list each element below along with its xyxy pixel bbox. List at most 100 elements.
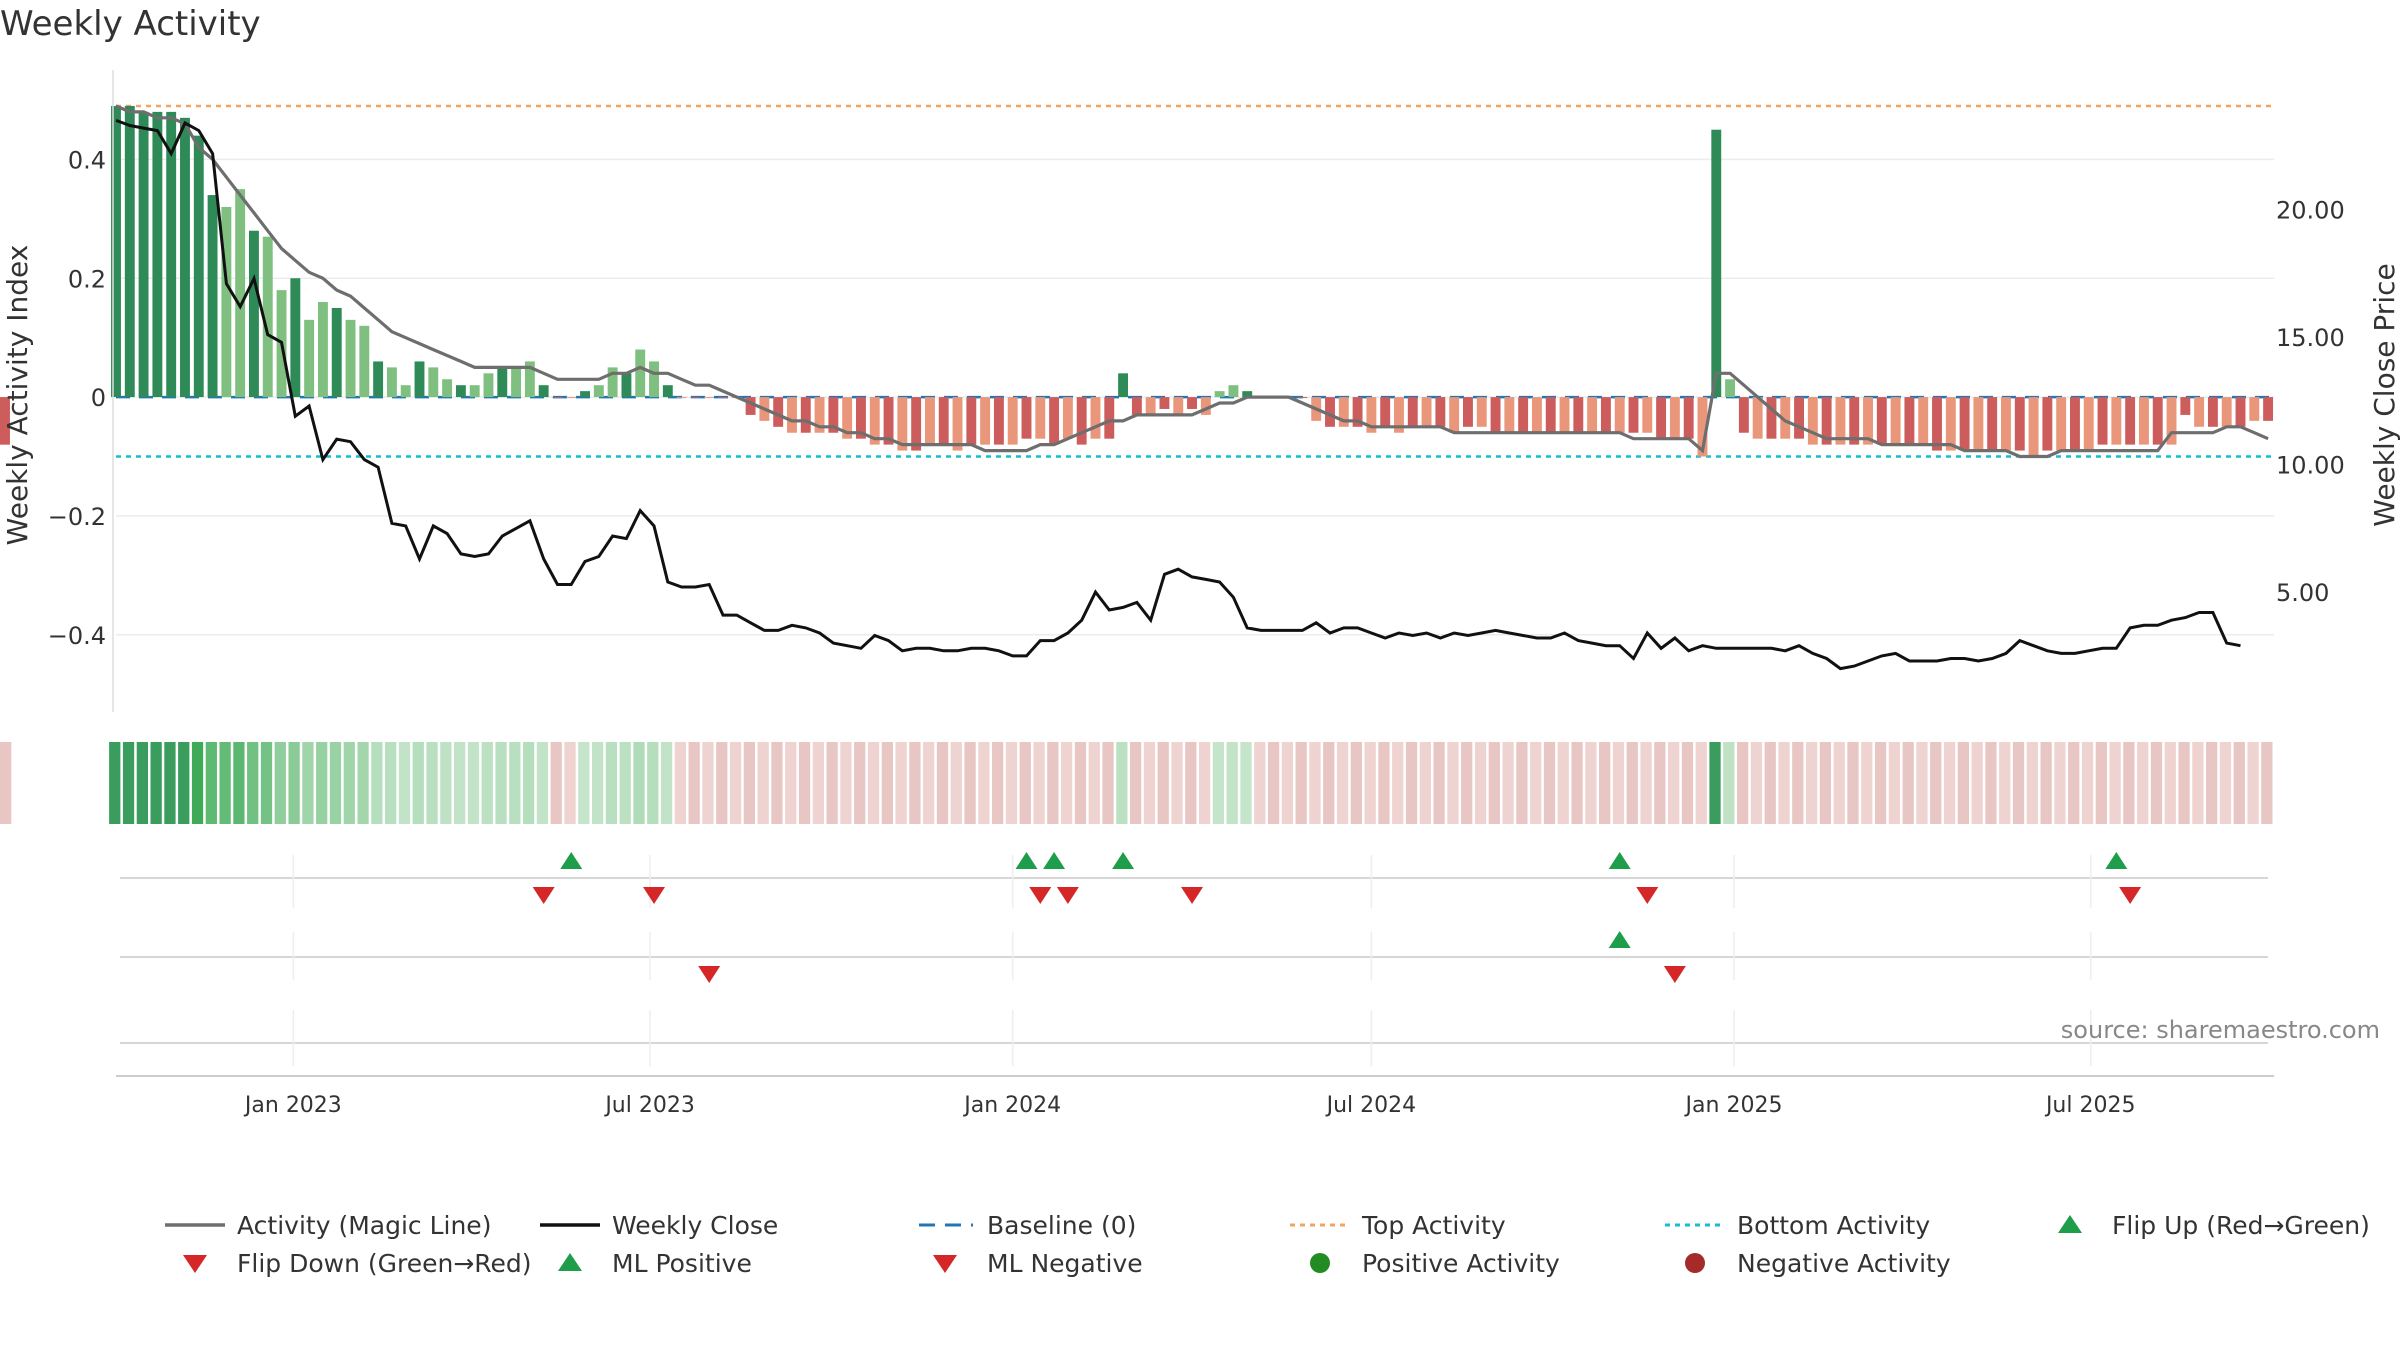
heat-strip-cell [2233,742,2245,824]
y-axis-label-left: Weekly Activity Index [1,245,34,546]
activity-bar [1904,397,1915,445]
activity-bar [1407,397,1418,427]
y-tick-label: 0.2 [68,265,106,293]
activity-bar [1890,397,1901,445]
activity-bar [1642,397,1653,433]
y-right-tick-label: 15.00 [2276,324,2345,352]
series-lines [115,104,2269,671]
activity-bar [580,391,590,398]
heat-strip-cell [1005,742,1018,824]
heat-strip-cell [1723,742,1735,824]
heat-strip-cell [2261,742,2273,824]
flip-down-marker [2119,887,2142,904]
heat-strip-cell [2026,742,2038,824]
activity-bar [745,397,756,415]
activity-bar [2194,397,2205,427]
heat-strip-cell [978,742,990,824]
activity-bar [1973,397,1984,451]
legend: Activity (Magic Line) Weekly Close Baselin… [165,1211,2370,1278]
legend-label: ML Positive [612,1249,752,1278]
activity-bar [842,397,853,439]
activity-bar [483,373,494,398]
activity-bar [2001,397,2011,451]
heat-strip-cell [178,742,190,824]
activity-bar [1131,397,1142,415]
activity-bar [1338,397,1349,427]
heat-strip-cell [467,742,480,824]
y-tick-label: −0.4 [48,622,106,650]
heat-strip-cell [1750,742,1763,824]
heat-strip-cell [1530,742,1542,824]
heat-strip-cell [274,742,286,824]
activity-bar [704,397,715,399]
x-tick-label: Jan 2025 [1684,1093,1783,1118]
activity-bar [1435,397,1446,427]
heat-strip-cell [936,742,949,824]
heat-strip-cell [1654,742,1666,824]
activity-bar [1614,397,1625,433]
activity-bar [1876,397,1887,445]
flip-up-marker [1112,852,1135,869]
activity-bar [290,278,301,398]
heat-strip-cell [909,742,921,824]
activity-bar [2152,397,2163,445]
activity-bar [1062,397,1073,439]
legend-label: Bottom Activity [1737,1211,1930,1240]
legend-swatch-triangle-up [2058,1215,2082,1233]
activity-bar [649,361,659,398]
activity-bar [621,373,632,398]
activity-bar [2028,397,2039,457]
activity-bar [1449,397,1460,433]
heat-strip-cell [1681,742,1694,824]
heat-strip-cell [1309,742,1321,824]
activity-bar [1545,397,1556,433]
activity-bar [676,397,687,399]
activity-bar [442,379,453,398]
heat-strip-cell [1585,742,1597,824]
activity-bar [166,111,177,398]
y-tick-label: 0 [91,384,106,412]
flip-up-marker [1043,852,1066,869]
heat-strip-cell [2054,742,2066,824]
activity-bar [690,397,701,399]
x-tick-label: Jul 2025 [2044,1093,2136,1118]
heat-strip-cell [674,742,687,824]
heat-strip-cell [1364,742,1376,824]
activity-bar [1090,397,1101,439]
heat-strip-cell [1474,742,1487,824]
heat-strip-cell [1626,742,1638,824]
activity-bar [980,397,991,445]
heat-strip-cell [757,742,769,824]
heat-strip-cell [2164,742,2176,824]
activity-bar [1697,397,1708,457]
activity-bar [1394,397,1404,433]
activity-bar [1476,397,1487,427]
heat-strip-cell [1143,742,1156,824]
magic-line [115,104,2269,459]
heat-strip-cell [1792,742,1804,824]
legend-label: Weekly Close [612,1211,778,1240]
legend-label: Negative Activity [1737,1249,1951,1278]
activity-bar [2097,397,2108,445]
axes: 0.4 0.2 0 −0.2 −0.4 20.00 15.00 10.00 5.00 [48,70,2345,712]
heat-strip-cell [2247,742,2259,824]
activity-bar [1463,397,1473,427]
heat-strip-cell [1336,742,1349,824]
heat-strip-cell [2178,742,2190,824]
activity-bar [1035,397,1046,439]
x-tick-label: Jan 2024 [962,1093,1061,1118]
heat-strip-cell [1971,742,1983,824]
heat-strip-cell [729,742,742,824]
activity-bar [2180,397,2191,415]
activity-bar [1794,397,1804,439]
activity-bar [1214,391,1225,398]
heat-strip-cell [136,742,148,824]
heat-strip-cell [1295,742,1307,824]
heat-strip-cell [923,742,935,824]
heat-strip-cell [233,742,245,824]
legend-swatch-circle [1310,1253,1330,1273]
heat-strip-cell [343,742,355,824]
activity-bar [800,397,811,433]
heat-strip-cell [412,742,424,824]
activity-bar [2056,397,2067,451]
